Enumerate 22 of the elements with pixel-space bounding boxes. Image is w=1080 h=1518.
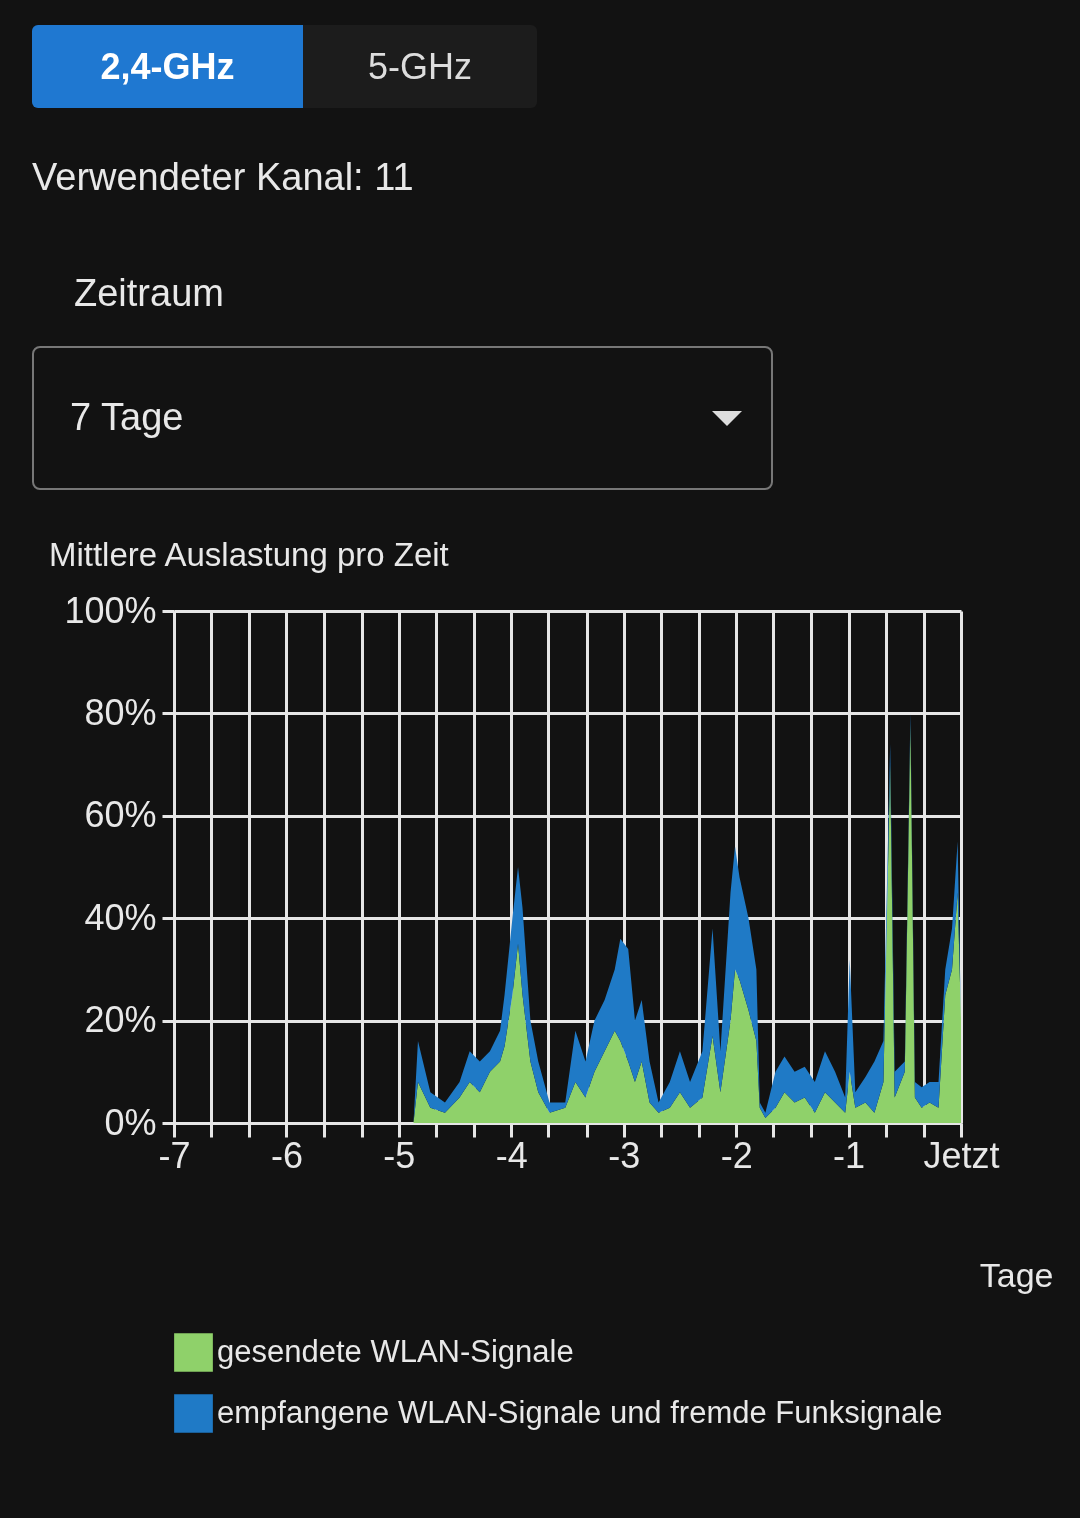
x-tick-label: -3 <box>608 1134 641 1176</box>
x-tick-label: -4 <box>495 1134 528 1176</box>
y-tick-label: 20% <box>84 999 157 1041</box>
y-tick-label: 80% <box>84 691 157 733</box>
y-tick-label: 100% <box>64 589 157 631</box>
y-tick-label: 40% <box>84 896 157 938</box>
dropdown-field: 7 Tage <box>32 346 773 490</box>
x-tick-label: -1 <box>833 1134 866 1176</box>
text: Verwendeter Kanal: 11 <box>32 156 414 199</box>
chart-title: Mittlere Auslastung pro Zeit <box>48 536 449 573</box>
legend-label: gesendete WLAN-Signale <box>217 1333 574 1369</box>
x-axis-title: Tage <box>979 1255 1054 1294</box>
x-tick-label: -7 <box>158 1134 191 1176</box>
x-tick-label: Jetzt <box>923 1134 1000 1176</box>
x-tick-label: -2 <box>720 1134 753 1176</box>
band-tabs: 2,4-GHz 5-GHz <box>32 25 537 108</box>
legend-label: empfangene WLAN-Signale und fremde Funksignale <box>217 1394 943 1430</box>
x-tick-label: -5 <box>383 1134 416 1176</box>
y-tick-label: 60% <box>84 794 157 836</box>
text: Zeitraum <box>74 272 224 315</box>
x-tick-label: -6 <box>270 1134 303 1176</box>
y-tick-label: 0% <box>104 1101 157 1143</box>
